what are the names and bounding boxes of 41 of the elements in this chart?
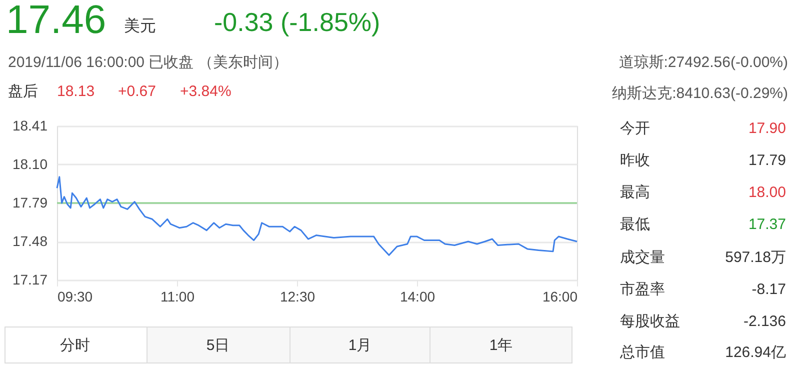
text: +3.84%: [180, 83, 232, 100]
text: 1月: [348, 337, 372, 354]
text: -8.17: [752, 281, 786, 298]
text: 5日: [206, 337, 230, 354]
text: 总市值: [619, 344, 665, 361]
text: 18.13: [57, 83, 95, 100]
text: -0.33 (-1.85%): [214, 7, 380, 37]
text: 今开: [620, 120, 650, 137]
text: 分时: [60, 337, 90, 354]
text: 126.94亿: [725, 344, 786, 361]
text: 纳斯达克:8410.63(-0.29%): [612, 85, 788, 102]
text: 17.79: [748, 152, 786, 169]
x-tick-label: 12:30: [280, 288, 316, 304]
x-tick-label: 14:00: [400, 288, 436, 304]
text: 1年: [489, 337, 513, 354]
text: 美元: [124, 17, 156, 35]
text: 昨收: [620, 152, 650, 169]
text: +0.67: [118, 83, 156, 100]
text: 17.37: [748, 216, 786, 233]
y-tick-label: 17.48: [12, 233, 48, 249]
line-series: [56, 176, 578, 256]
x-tick-label: 11:00: [160, 288, 195, 304]
x-tick-label: 16:00: [542, 288, 578, 304]
text: 盘后: [8, 83, 38, 100]
text: -2.136: [743, 313, 786, 330]
y-tick-label: 17.17: [12, 272, 48, 288]
y-tick-label: 18.41: [12, 118, 48, 134]
text: 17.90: [748, 120, 786, 137]
text: 每股收益: [620, 313, 680, 330]
y-tick-label: 17.79: [12, 194, 48, 210]
chart-title: 17.46: [6, 0, 106, 42]
text: 最高: [620, 184, 650, 201]
x-tick-label: 09:30: [58, 288, 93, 304]
text: 道琼斯:27492.56(-0.00%): [618, 54, 788, 71]
text: 18.00: [748, 184, 786, 201]
text: 市盈率: [620, 281, 665, 298]
text: 最低: [620, 216, 650, 233]
text: 597.18万: [725, 249, 786, 266]
text: 成交量: [620, 249, 665, 266]
chart-subtitle: 2019/11/06 16:00:00 已收盘 （美东时间）: [8, 54, 288, 71]
y-tick-label: 18.10: [12, 156, 48, 172]
